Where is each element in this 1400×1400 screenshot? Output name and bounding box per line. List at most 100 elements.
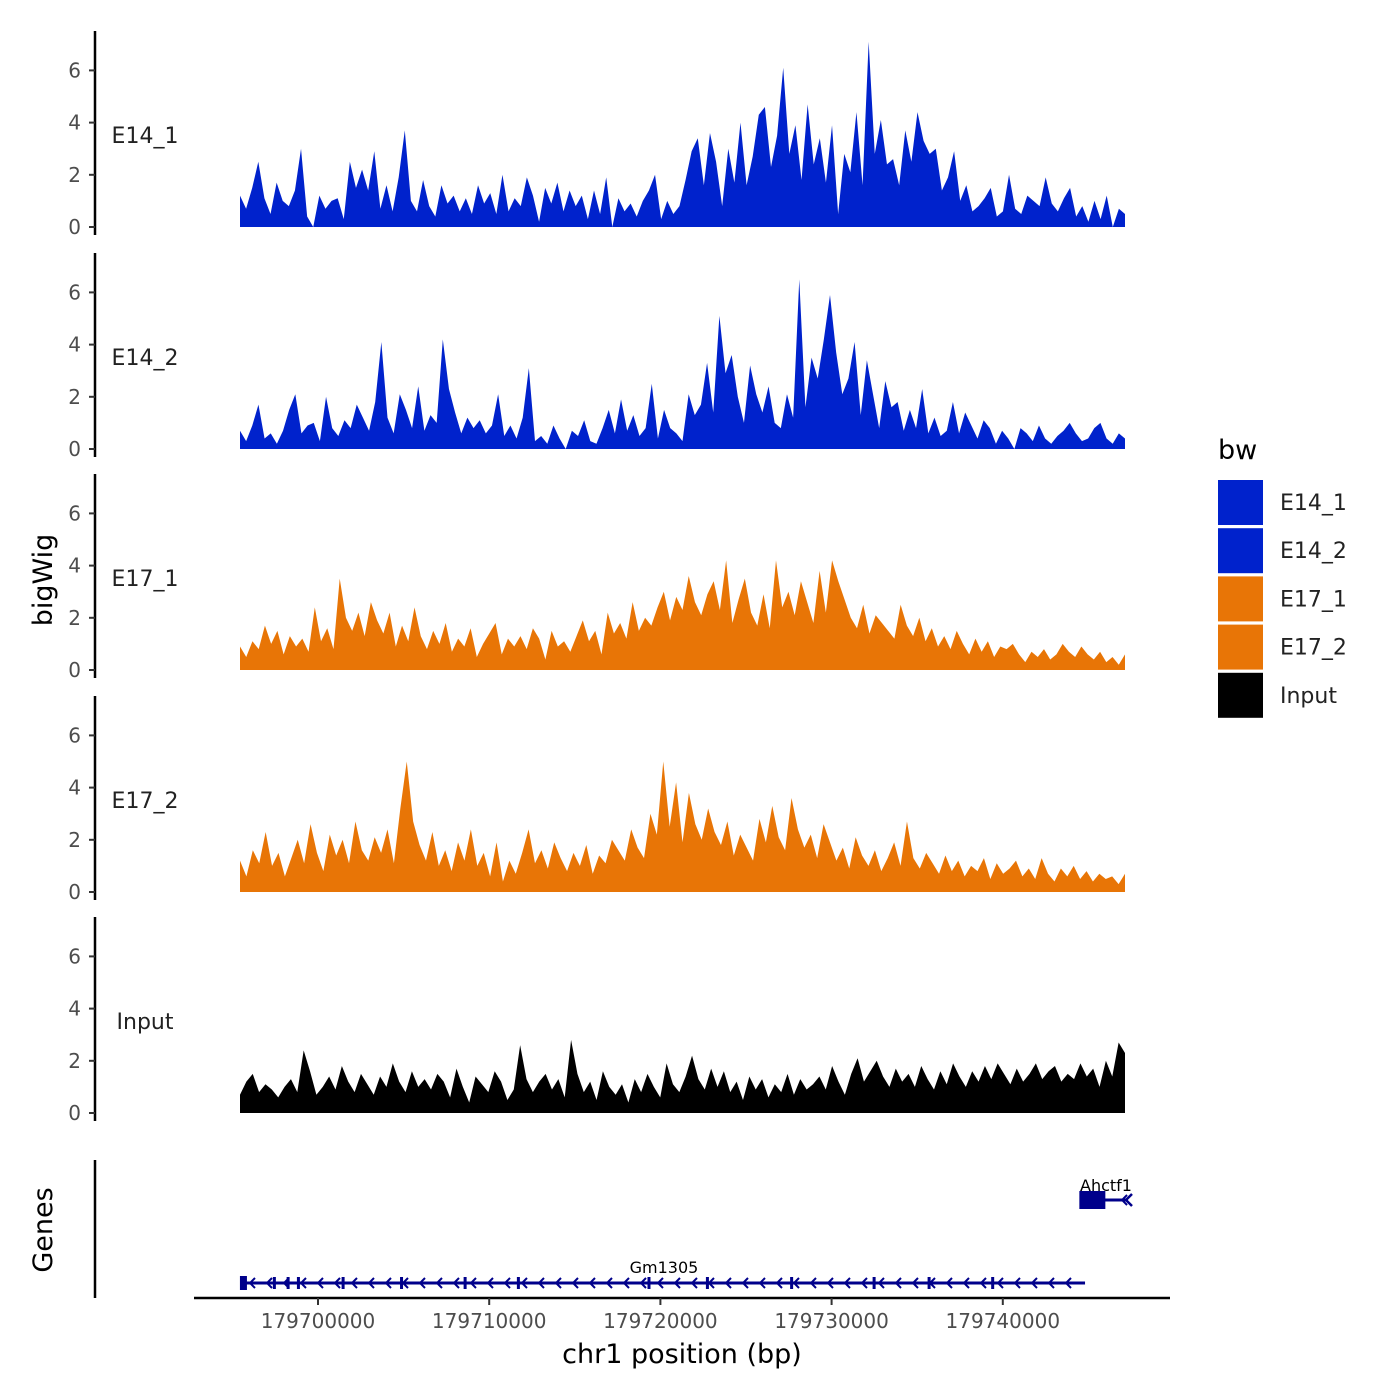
- x-axis-title: chr1 position (bp): [562, 1339, 802, 1370]
- strand-arrow: [877, 1277, 885, 1289]
- strand-arrow: [979, 1277, 987, 1289]
- track-e14-2: 0 2 4 6 E14_2: [68, 253, 1125, 461]
- gene-track-title: Genes: [28, 1187, 59, 1272]
- legend-label: Input: [1280, 684, 1337, 709]
- legend-swatch: [1218, 624, 1263, 670]
- strand-arrow: [554, 1277, 562, 1289]
- strand-arrow: [724, 1277, 732, 1289]
- strand-arrow: [333, 1277, 341, 1289]
- exon: [341, 1277, 345, 1289]
- gene-track: 179700000 179710000 179720000 179730000 1797…: [93, 1160, 1170, 1333]
- strand-arrow: [367, 1277, 375, 1289]
- y-tick-label: 0: [68, 658, 81, 682]
- exon: [296, 1277, 300, 1289]
- strand-arrow: [673, 1277, 681, 1289]
- strand-arrow: [418, 1277, 426, 1289]
- strand-arrow: [758, 1277, 766, 1289]
- strand-arrow: [945, 1277, 953, 1289]
- strand-arrow: [911, 1277, 919, 1289]
- exon: [927, 1277, 931, 1289]
- strand-arrow: [435, 1277, 443, 1289]
- strand-arrow: [741, 1277, 749, 1289]
- legend: bw E14_1 E14_2 E17_1 E17_2 Input: [1218, 435, 1347, 718]
- legend-item-e17-2: E17_2: [1218, 624, 1347, 670]
- track-label: Input: [117, 1010, 174, 1035]
- legend-label: E14_1: [1280, 491, 1347, 516]
- legend-item-e17-1: E17_1: [1218, 576, 1347, 622]
- strand-arrow: [894, 1277, 902, 1289]
- strand-arrow: [486, 1277, 494, 1289]
- y-tick-label: 6: [68, 944, 81, 968]
- strand-arrow: [690, 1277, 698, 1289]
- strand-arrow: [996, 1277, 1004, 1289]
- strand-arrow: [792, 1277, 800, 1289]
- exon: [991, 1277, 995, 1289]
- track-label: E17_1: [112, 567, 179, 592]
- strand-arrow: [826, 1277, 834, 1289]
- strand-arrow: [1030, 1277, 1038, 1289]
- strand-arrow: [605, 1277, 613, 1289]
- exon: [872, 1277, 876, 1289]
- strand-arrow: [588, 1277, 596, 1289]
- signal-area-e17-1: [240, 560, 1125, 670]
- legend-swatch: [1218, 576, 1263, 622]
- exon: [647, 1277, 651, 1289]
- signal-area-input: [240, 1039, 1125, 1113]
- gene-label: Gm1305: [630, 1258, 699, 1277]
- strand-arrow: [962, 1277, 970, 1289]
- x-tick-label: 179700000: [261, 1309, 376, 1333]
- x-tick-label: 179730000: [774, 1309, 889, 1333]
- strand-arrow: [503, 1277, 511, 1289]
- track-input: 0 2 4 6 Input: [68, 917, 1125, 1125]
- strand-arrow: [384, 1277, 392, 1289]
- exon: [1079, 1191, 1106, 1209]
- exon: [705, 1277, 709, 1289]
- strand-arrow: [537, 1277, 545, 1289]
- strand-arrow: [809, 1277, 817, 1289]
- y-tick-label: 6: [68, 501, 81, 525]
- legend-item-input: Input: [1218, 672, 1337, 718]
- strand-arrow: [1124, 1193, 1133, 1207]
- signal-area-e17-2: [240, 761, 1125, 892]
- legend-swatch: [1218, 528, 1263, 574]
- y-tick-label: 4: [68, 776, 81, 800]
- strand-arrow: [469, 1277, 477, 1289]
- y-tick-label: 4: [68, 554, 81, 578]
- y-tick-label: 2: [68, 828, 81, 852]
- strand-arrow: [265, 1277, 273, 1289]
- y-tick-label: 2: [68, 163, 81, 187]
- legend-item-e14-2: E14_2: [1218, 528, 1347, 574]
- strand-arrow: [1047, 1277, 1055, 1289]
- strand-arrow: [622, 1277, 630, 1289]
- exon: [400, 1277, 404, 1289]
- track-e14-1: 0 2 4 6 E14_1: [68, 31, 1125, 239]
- y-tick-label: 6: [68, 723, 81, 747]
- exon: [516, 1277, 520, 1289]
- y-tick-label: 4: [68, 997, 81, 1021]
- x-tick-label: 179740000: [946, 1309, 1061, 1333]
- strand-arrow: [299, 1277, 307, 1289]
- y-tick-label: 2: [68, 1049, 81, 1073]
- y-tick-label: 0: [68, 880, 81, 904]
- y-tick-label: 6: [68, 58, 81, 82]
- track-e17-1: 0 2 4 6 E17_1: [68, 474, 1125, 682]
- exon: [286, 1277, 290, 1289]
- legend-title: bw: [1218, 435, 1257, 466]
- y-tick-label: 6: [68, 280, 81, 304]
- gene-ahctf1: Ahctf1: [1079, 1176, 1133, 1209]
- strand-arrow: [571, 1277, 579, 1289]
- gene-gm1305: Gm1305: [239, 1258, 1086, 1290]
- strand-arrow: [1013, 1277, 1021, 1289]
- track-label: E14_2: [112, 346, 179, 371]
- strand-arrow: [775, 1277, 783, 1289]
- legend-label: E17_2: [1280, 636, 1347, 661]
- y-tick-label: 0: [68, 215, 81, 239]
- strand-arrow: [248, 1277, 256, 1289]
- strand-arrow: [1064, 1277, 1072, 1289]
- signal-area-e14-2: [240, 279, 1125, 449]
- strand-arrow: [316, 1277, 324, 1289]
- x-tick-label: 179710000: [432, 1309, 547, 1333]
- strand-arrow: [843, 1277, 851, 1289]
- exon: [463, 1277, 467, 1289]
